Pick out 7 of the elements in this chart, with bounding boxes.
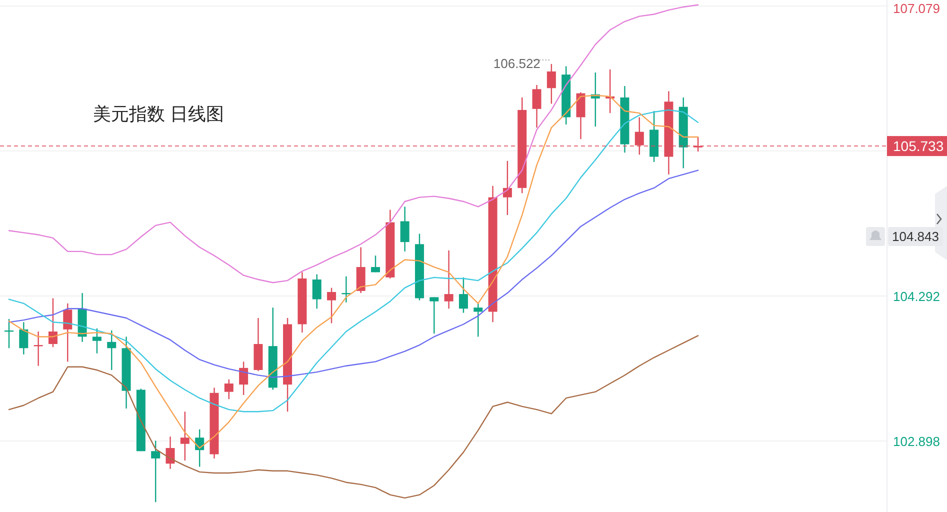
annotation: 106.522	[493, 56, 540, 71]
ref-label: 105.733	[893, 138, 944, 154]
ytick: 107.079	[893, 1, 940, 16]
ytick: 104.292	[893, 288, 940, 304]
ytick: 102.898	[893, 434, 940, 449]
title: 美元指数 日线图	[93, 104, 224, 124]
annotation: 104.843	[892, 229, 939, 244]
